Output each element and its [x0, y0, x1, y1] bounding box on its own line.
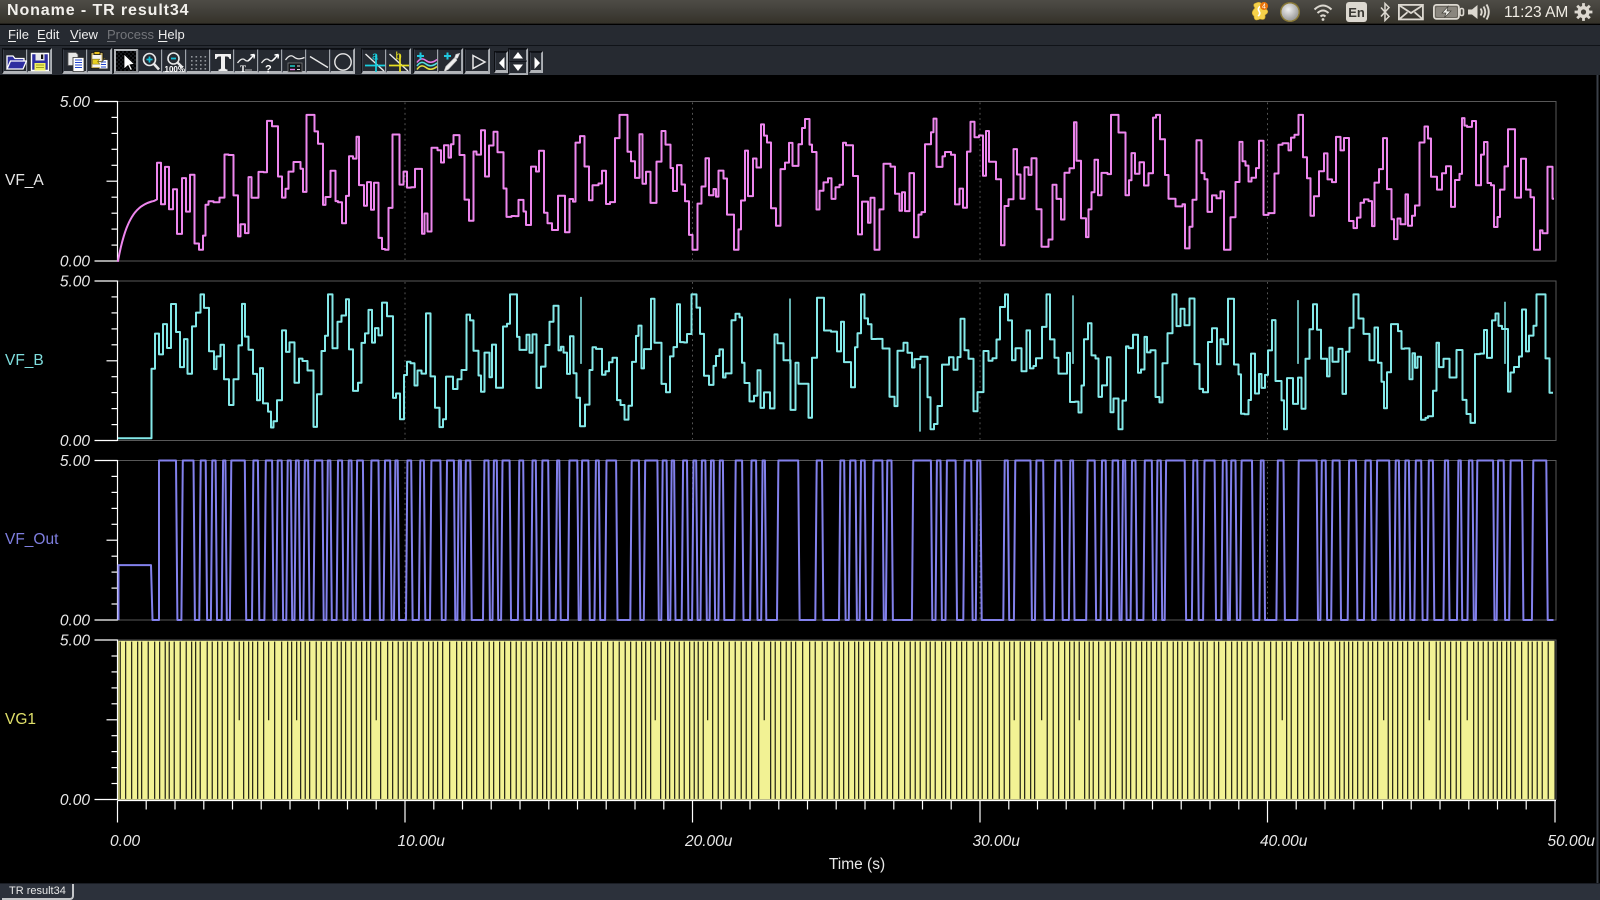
- svg-text:20.00u: 20.00u: [684, 833, 733, 850]
- svg-text:VG1: VG1: [5, 711, 36, 728]
- svg-text:En: En: [1348, 5, 1365, 20]
- svg-text:30.00u: 30.00u: [973, 833, 1021, 850]
- svg-text:0.00: 0.00: [60, 433, 91, 450]
- svg-text:?: ?: [265, 64, 272, 75]
- svg-text:0.00: 0.00: [60, 613, 91, 630]
- svg-text:40.00u: 40.00u: [1260, 833, 1308, 850]
- svg-text:4: 4: [1262, 4, 1266, 11]
- svg-text:5.00: 5.00: [60, 453, 91, 470]
- svg-text:0.00: 0.00: [60, 254, 91, 271]
- svg-text:a: a: [372, 51, 379, 63]
- svg-text:50.00u: 50.00u: [1548, 833, 1596, 850]
- svg-text:10.00u: 10.00u: [398, 833, 446, 850]
- svg-text:VF_B: VF_B: [5, 352, 44, 369]
- svg-text:VF_Out: VF_Out: [5, 531, 59, 548]
- svg-text:11:23 AM: 11:23 AM: [1504, 4, 1568, 21]
- svg-text:5.00: 5.00: [60, 274, 91, 291]
- svg-text:0.00: 0.00: [110, 833, 141, 850]
- svg-text:5.00: 5.00: [60, 633, 91, 650]
- svg-text:0.00: 0.00: [60, 792, 91, 809]
- svg-text:VF_A: VF_A: [5, 172, 44, 189]
- svg-text:T: T: [240, 64, 246, 74]
- svg-text:5.00: 5.00: [60, 94, 91, 111]
- svg-text:Time (s): Time (s): [829, 856, 885, 873]
- svg-text:100%: 100%: [165, 65, 185, 74]
- svg-text:b: b: [396, 51, 402, 63]
